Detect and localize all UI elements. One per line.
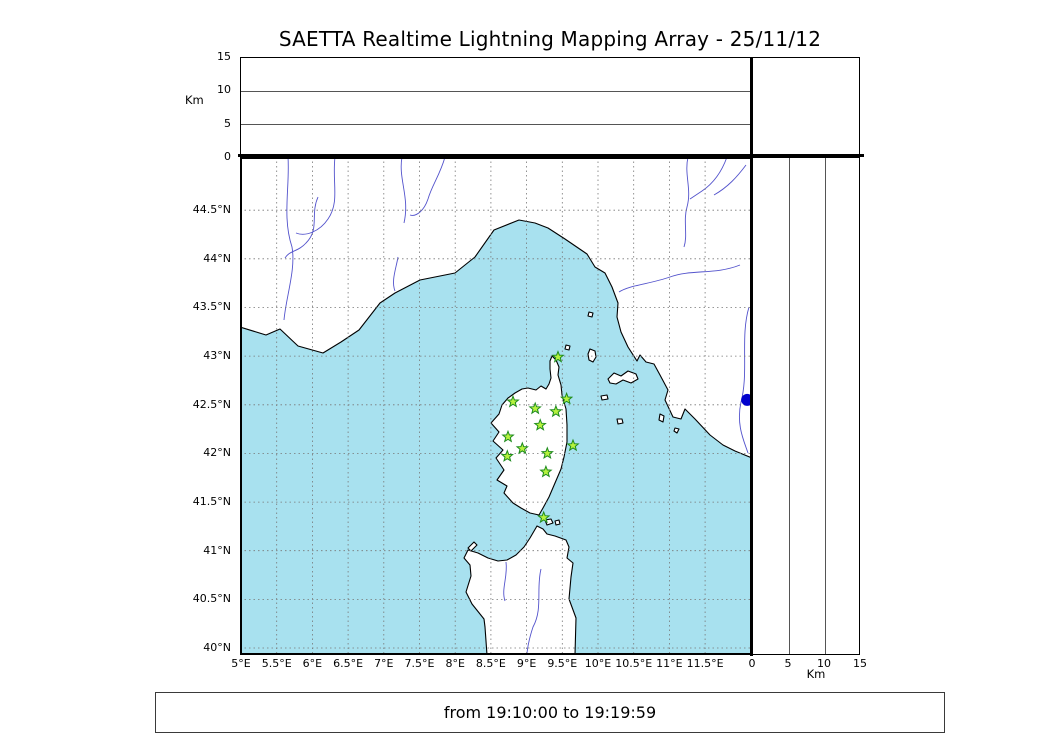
lon-tick-label: 7.5°E	[404, 657, 435, 670]
station-star-marker	[566, 438, 580, 452]
river	[618, 264, 741, 293]
altitude-unit-label-right: Km	[806, 667, 826, 681]
station-star-marker	[559, 391, 574, 405]
river	[400, 157, 407, 224]
panel-divider-vertical	[750, 57, 753, 656]
river	[409, 157, 446, 216]
altitude-vs-latitude-panel	[752, 157, 860, 655]
river	[738, 306, 750, 454]
altitude-tick-label: 15	[853, 657, 867, 670]
coastline	[240, 157, 752, 459]
latitude-axis-labels: 44.5°N 44°N 43.5°N 43°N 42.5°N 42°N 41.5°N 41°N…	[0, 157, 233, 655]
station-star-marker	[537, 510, 551, 524]
altitude-tick-label: 10	[817, 657, 831, 670]
coastline	[564, 344, 571, 351]
altitude-tick-label: 0	[224, 150, 231, 163]
coastline	[587, 348, 597, 363]
station-star-marker	[540, 446, 554, 460]
lat-tick-label: 42°N	[203, 446, 231, 460]
lat-tick-label: 41.5°N	[192, 495, 231, 509]
station-star-marker	[533, 418, 547, 431]
altitude-histogram-panel	[752, 57, 860, 157]
lon-tick-label: 5.5°E	[261, 657, 292, 670]
river	[713, 164, 747, 196]
lon-tick-label: 8.5°E	[475, 657, 506, 670]
coastline	[600, 394, 609, 401]
lon-tick-label: 11°E	[656, 657, 683, 670]
coastline	[587, 311, 594, 318]
longitude-axis-labels: 5°E 5.5°E 6°E 6.5°E 7°E 7.5°E 8°E 8.5°E 9°E 9.5°E…	[231, 657, 752, 671]
altitude-vs-longitude-panel	[240, 57, 752, 157]
lon-tick-label: 5°E	[231, 657, 251, 670]
altitude-tick-label: 0	[748, 657, 756, 670]
river	[295, 157, 336, 235]
page-title: SAETTA Realtime Lightning Mapping Array …	[278, 27, 822, 51]
lat-tick-label: 44.5°N	[192, 203, 231, 217]
river	[283, 157, 294, 321]
station-star-marker	[539, 464, 553, 478]
lon-tick-label: 10.5°E	[615, 657, 653, 670]
river	[683, 157, 690, 248]
altitude-tick-label: 5	[784, 657, 792, 670]
lon-tick-label: 8°E	[445, 657, 465, 670]
coastline	[554, 519, 561, 526]
lightning-source-dot	[741, 393, 752, 406]
station-star-marker	[515, 441, 529, 455]
lon-tick-label: 11.5°E	[686, 657, 724, 670]
river	[503, 561, 507, 602]
lon-tick-label: 6°E	[302, 657, 323, 670]
altitude-tick-label: 15	[217, 50, 231, 63]
lat-tick-label: 40.5°N	[192, 592, 231, 606]
river	[284, 196, 319, 259]
altitude-axis-labels-top: 15 10 5 0	[0, 50, 233, 163]
lon-tick-label: 9°E	[516, 657, 537, 670]
altitude-gridline-10km	[241, 91, 751, 92]
altitude-axis-labels-right: 0 5 10 15	[749, 657, 872, 671]
altitude-unit-label-top: Km	[185, 93, 204, 107]
coastline	[673, 427, 680, 434]
lat-tick-label: 41°N	[203, 543, 231, 557]
map-svg	[240, 157, 752, 655]
lat-tick-label: 42.5°N	[192, 397, 231, 411]
lma-stations	[500, 350, 580, 524]
altitude-gridline-10km	[825, 158, 826, 654]
lon-tick-label: 10°E	[584, 657, 612, 670]
station-star-marker	[528, 401, 542, 415]
coastline	[658, 413, 665, 423]
altitude-gridline-5km	[241, 124, 751, 125]
lon-tick-label: 9.5°E	[547, 657, 578, 670]
station-star-marker	[500, 449, 514, 462]
station-star-marker	[501, 429, 515, 443]
coastline	[607, 370, 639, 385]
coastline	[467, 541, 478, 552]
station-star-marker	[549, 404, 563, 418]
river	[689, 157, 728, 200]
lat-tick-label: 40°N	[203, 641, 231, 654]
station-star-marker	[506, 394, 520, 408]
coastline	[616, 418, 624, 425]
altitude-gridline-5km	[789, 158, 790, 654]
altitude-tick-label: 5	[224, 116, 231, 130]
time-range-status-bar: from 19:10:00 to 19:19:59	[155, 692, 945, 733]
lat-tick-label: 44°N	[203, 251, 231, 265]
lon-tick-label: 7°E	[374, 657, 394, 670]
altitude-tick-label: 10	[217, 83, 231, 97]
lon-tick-label: 6.5°E	[333, 657, 364, 670]
panel-divider-horizontal	[238, 154, 864, 157]
lat-tick-label: 43°N	[203, 349, 231, 363]
rivers	[283, 157, 750, 654]
river	[526, 568, 542, 654]
graticule	[240, 157, 752, 655]
river	[393, 256, 399, 292]
station-star-marker	[551, 350, 565, 363]
map-panel	[240, 157, 752, 655]
lat-tick-label: 43.5°N	[192, 300, 231, 314]
coastline	[463, 525, 577, 655]
